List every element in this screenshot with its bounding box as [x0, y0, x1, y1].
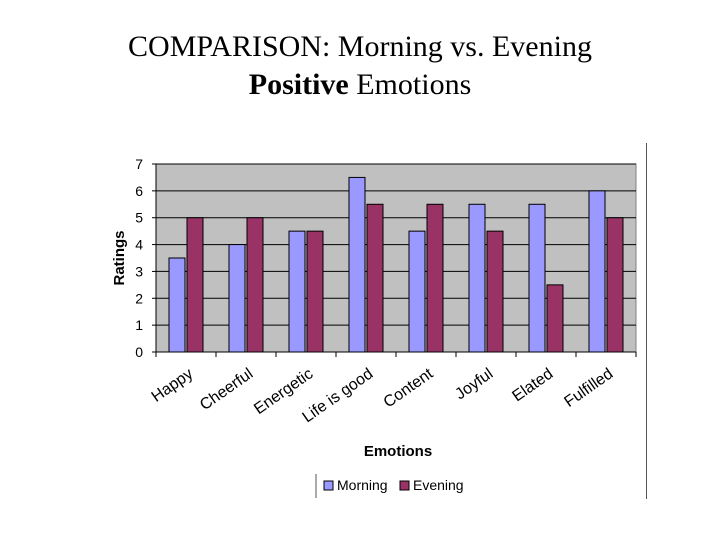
x-tick-label: Cheerful: [197, 365, 256, 414]
plot-area: [155, 163, 637, 353]
y-tick-label: 6: [135, 183, 143, 199]
bar-evening-content: [426, 203, 444, 353]
y-tick-label: 4: [135, 237, 143, 253]
slide-title-line2: Positive Emotions: [0, 67, 720, 103]
bar-morning-energetic: [288, 230, 306, 353]
bar-morning-joyful: [468, 203, 486, 353]
slide-title-line1: COMPARISON: Morning vs. Evening: [128, 30, 592, 63]
x-tick-label: Joyful: [452, 365, 496, 403]
y-tick-label: 0: [135, 344, 143, 360]
bar-morning-elated: [528, 203, 546, 353]
x-axis-title: Emotions: [364, 443, 432, 460]
chart-frame-edge: [646, 143, 647, 499]
y-tick-label: 7: [135, 156, 143, 172]
bar-morning-life-is-good: [348, 176, 366, 353]
x-tick-label: Fulfilled: [561, 365, 616, 411]
x-tick-label: Happy: [149, 365, 197, 405]
x-tick-label: Elated: [509, 365, 556, 405]
bar-morning-content: [408, 230, 426, 353]
bar-morning-cheerful: [228, 244, 246, 353]
bar-evening-happy: [186, 217, 204, 353]
bar-evening-life-is-good: [366, 203, 384, 353]
bar-evening-joyful: [486, 230, 504, 353]
x-tick-label: Content: [381, 365, 437, 411]
y-tick-label: 5: [135, 210, 143, 226]
bar-evening-cheerful: [246, 217, 264, 353]
y-tick-label: 2: [135, 290, 143, 306]
bar-evening-energetic: [306, 230, 324, 353]
title-emphasis: Positive: [248, 68, 349, 101]
y-tick-label: 3: [135, 263, 143, 279]
bar-morning-happy: [168, 257, 186, 353]
bar-evening-elated: [546, 284, 564, 353]
legend-swatch-morning: [323, 480, 334, 491]
legend-swatch-evening: [399, 480, 410, 491]
y-tick-label: 1: [135, 317, 143, 333]
bar-morning-fulfilled: [588, 190, 606, 353]
legend-label-morning: Morning: [337, 477, 388, 493]
bar-evening-fulfilled: [606, 217, 624, 353]
title-rest: Emotions: [348, 68, 472, 101]
legend-label-evening: Evening: [413, 477, 464, 493]
y-axis-title: Ratings: [111, 230, 128, 285]
